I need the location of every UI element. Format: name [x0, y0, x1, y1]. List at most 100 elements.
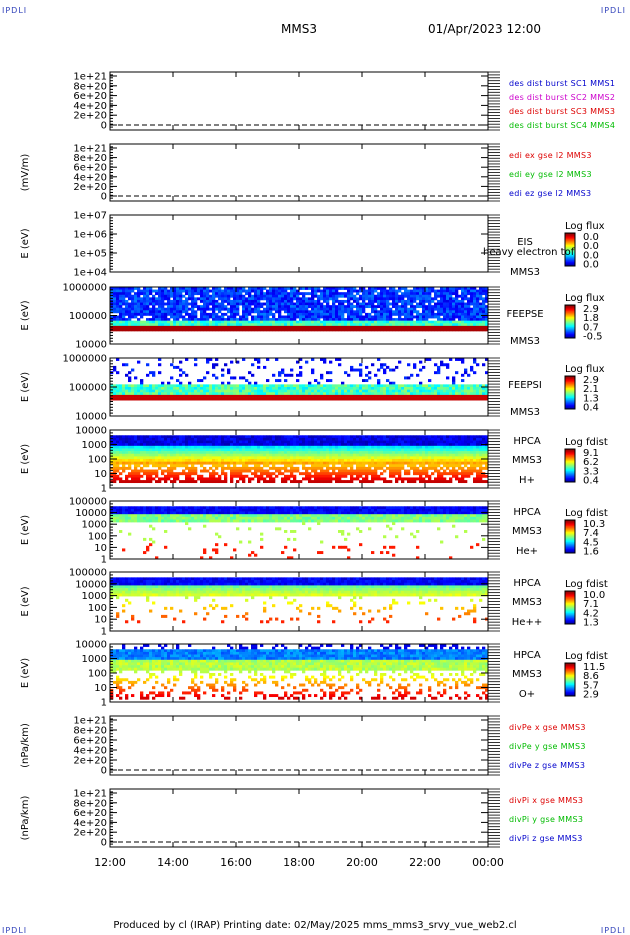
spectrogram-cell: [152, 295, 155, 298]
spectrogram-cell: [443, 308, 446, 311]
spectrogram-cell: [146, 472, 149, 475]
spectrogram-cell: [173, 477, 176, 480]
spectrogram-cell: [224, 392, 227, 395]
spectrogram-cell: [119, 390, 122, 393]
spectrogram-cell: [305, 308, 308, 311]
spectrogram-cell: [272, 398, 275, 401]
spectrogram-cell: [116, 390, 119, 393]
spectrogram-cell: [224, 475, 227, 478]
spectrogram-cell: [155, 464, 158, 467]
spectrogram-cell: [419, 295, 422, 298]
spectrogram-cell: [158, 459, 161, 462]
overlay-label: heavy electron tof: [483, 247, 575, 258]
spectrogram-cell: [236, 390, 239, 393]
spectrogram-cell: [422, 323, 425, 326]
spectrogram-cell: [353, 326, 356, 329]
spectrogram-cell: [287, 398, 290, 401]
spectrogram-cell: [194, 297, 197, 300]
legend-entry: des dist burst SC3 MMS3: [509, 107, 615, 116]
spectrogram-cell: [191, 477, 194, 480]
spectrogram-cell: [251, 398, 254, 401]
spectrogram-cell: [404, 305, 407, 308]
spectrogram-cell: [155, 462, 158, 465]
spectrogram-cell: [176, 395, 179, 398]
spectrogram-cell: [248, 295, 251, 298]
spectrogram-cell: [473, 323, 476, 326]
spectrogram-cell: [158, 321, 161, 324]
spectrogram-cell: [353, 290, 356, 293]
spectrogram-cell: [368, 313, 371, 316]
spectrogram-cell: [245, 300, 248, 303]
spectrogram-cell: [257, 305, 260, 308]
spectrogram-cell: [254, 459, 257, 462]
spectrogram-cell: [308, 446, 311, 449]
spectrogram-cell: [140, 310, 143, 313]
spectrogram-cell: [377, 464, 380, 467]
spectrogram-cell: [257, 470, 260, 473]
spectrogram-cell: [167, 290, 170, 293]
spectrogram-cell: [392, 435, 395, 438]
spectrogram-cell: [113, 303, 116, 306]
spectrogram-cell: [422, 366, 425, 369]
spectrogram-cell: [140, 395, 143, 398]
spectrogram-cell: [155, 456, 158, 459]
spectrogram-cell: [203, 456, 206, 459]
spectrogram-cell: [359, 443, 362, 446]
spectrogram-cell: [371, 398, 374, 401]
spectrogram-cell: [404, 392, 407, 395]
spectrogram-cell: [188, 382, 191, 385]
spectrogram-cell: [470, 366, 473, 369]
spectrogram-cell: [416, 292, 419, 295]
spectrogram-cell: [173, 448, 176, 451]
spectrogram-cell: [461, 392, 464, 395]
spectrogram-cell: [344, 321, 347, 324]
spectrogram-cell: [209, 446, 212, 449]
spectrogram-cell: [236, 305, 239, 308]
spectrogram-cell: [248, 395, 251, 398]
spectrogram-cell: [134, 303, 137, 306]
spectrogram-cell: [305, 390, 308, 393]
spectrogram-cell: [377, 475, 380, 478]
spectrogram-cell: [371, 454, 374, 457]
spectrogram-cell: [302, 467, 305, 470]
spectrogram-cell: [326, 475, 329, 478]
spectrogram-cell: [362, 300, 365, 303]
spectrogram-cell: [284, 395, 287, 398]
spectrogram-cell: [221, 323, 224, 326]
spectrogram-cell: [116, 300, 119, 303]
spectrogram-cell: [134, 313, 137, 316]
spectrogram-cell: [314, 310, 317, 313]
spectrogram-cell: [365, 313, 368, 316]
spectrogram-cell: [137, 290, 140, 293]
spectrogram-cell: [206, 448, 209, 451]
spectrogram-cell: [116, 467, 119, 470]
spectrogram-cell: [284, 448, 287, 451]
spectrogram-cell: [275, 303, 278, 306]
spectrogram-cell: [122, 392, 125, 395]
spectrogram-cell: [353, 323, 356, 326]
spectrogram-cell: [143, 321, 146, 324]
spectrogram-cell: [407, 328, 410, 331]
spectrogram-cell: [347, 290, 350, 293]
spectrogram-cell: [272, 303, 275, 306]
spectrogram-cell: [467, 395, 470, 398]
spectrogram-cell: [182, 395, 185, 398]
spectrogram-cell: [287, 464, 290, 467]
spectrogram-cell: [401, 300, 404, 303]
spectrogram-cell: [287, 328, 290, 331]
spectrogram-cell: [311, 369, 314, 372]
spectrogram-cell: [320, 305, 323, 308]
spectrogram-cell: [350, 441, 353, 444]
spectrogram-cell: [131, 323, 134, 326]
spectrogram-cell: [257, 321, 260, 324]
spectrogram-cell: [134, 316, 137, 319]
spectrogram-cell: [344, 443, 347, 446]
spectrogram-cell: [299, 395, 302, 398]
spectrogram-cell: [245, 462, 248, 465]
spectrogram-cell: [422, 321, 425, 324]
spectrogram-cell: [380, 438, 383, 441]
spectrogram-cell: [239, 376, 242, 379]
spectrogram-cell: [245, 475, 248, 478]
spectrogram-cell: [389, 464, 392, 467]
spectrogram-cell: [221, 321, 224, 324]
